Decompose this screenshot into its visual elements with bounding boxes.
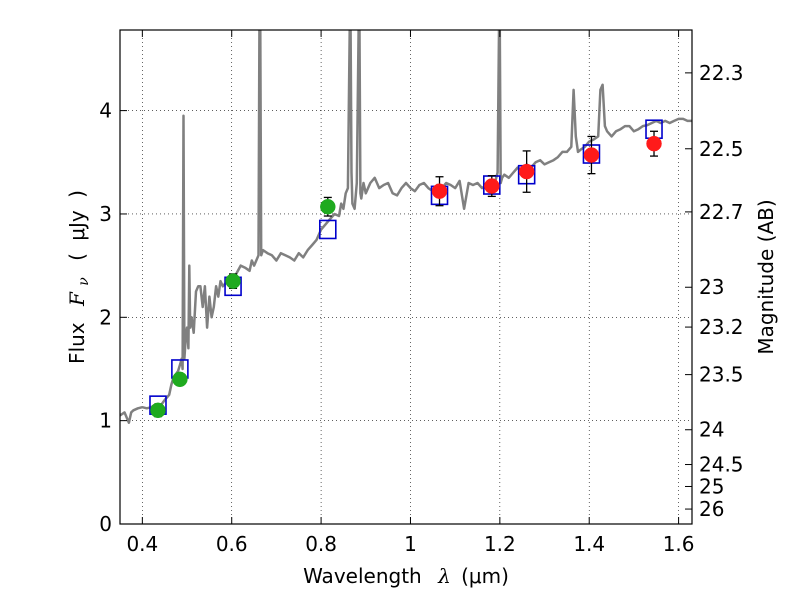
axis-ticks: 0.4 0.6 0.8 1 1.2 1.4 1.60123422.322.522.72323… <box>99 30 744 556</box>
magnitude-tick-label: 23 <box>699 275 724 299</box>
magnitude-tick-label: 26 <box>699 497 724 521</box>
x-tick-label: 1.2 <box>484 532 516 556</box>
y-axis-label-text: Flux <box>65 322 89 364</box>
spectrum-line <box>120 30 692 424</box>
y-axis-label-unit-close: ) <box>65 190 89 198</box>
photometry-point <box>646 135 662 152</box>
y-axis-label: Flux F ν ( μJy ) <box>65 190 93 364</box>
photometry-point <box>583 147 600 163</box>
y-tick-label: 1 <box>99 409 112 433</box>
photometry-point <box>172 371 188 388</box>
x-axis-label-symbol: λ <box>437 564 451 588</box>
x-tick-label: 1.6 <box>663 532 695 556</box>
plot-content <box>120 30 692 424</box>
magnitude-tick-label: 24.5 <box>699 453 744 477</box>
y-tick-label: 3 <box>99 202 112 226</box>
y-tick-label: 4 <box>99 99 112 123</box>
x-tick-label: 1.4 <box>573 532 605 556</box>
y-tick-label: 2 <box>99 305 112 329</box>
x-tick-label: 0.4 <box>126 532 158 556</box>
y-axis-label-subscript: ν <box>76 277 92 286</box>
x-axis-label: Wavelength λ (μm) <box>303 564 509 588</box>
photometry-point <box>150 402 166 419</box>
magnitude-axis-label: Magnitude (AB) <box>754 199 778 354</box>
y-axis-label-unit: μJy <box>65 210 89 241</box>
photometry-point <box>518 163 535 180</box>
magnitude-tick-label: 23.5 <box>699 363 744 387</box>
magnitude-tick-label: 23.2 <box>699 315 744 339</box>
photometry-point <box>320 198 336 215</box>
magnitude-tick-label: 24 <box>699 418 724 442</box>
photometry-point <box>225 273 241 289</box>
magnitude-tick-label: 22.7 <box>699 200 744 224</box>
x-axis-label-text: Wavelength <box>303 564 422 588</box>
photometry-point <box>431 183 448 199</box>
magnitude-tick-label: 25 <box>699 474 724 498</box>
x-tick-label: 0.8 <box>305 532 337 556</box>
plot-frame <box>119 29 693 525</box>
magnitude-tick-label: 22.5 <box>699 137 744 161</box>
x-tick-label: 1 <box>404 532 417 556</box>
y-axis-label-unit-open: ( <box>65 253 89 261</box>
x-axis-label-unit: (μm) <box>461 564 509 588</box>
y-tick-label: 0 <box>99 512 112 536</box>
magnitude-tick-label: 22.3 <box>699 61 744 85</box>
plot-area <box>120 30 692 424</box>
photometry-point <box>484 178 500 194</box>
x-tick-label: 0.6 <box>216 532 248 556</box>
model-flux-square <box>318 219 337 240</box>
y-axis-label-symbol: F <box>65 291 89 307</box>
